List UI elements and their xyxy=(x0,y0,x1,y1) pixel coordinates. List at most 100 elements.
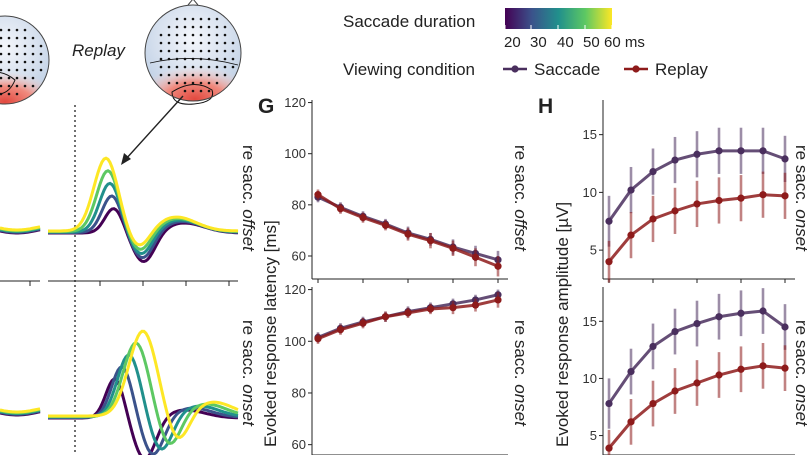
data-point xyxy=(381,313,390,321)
data-point xyxy=(605,258,613,266)
electrode-dot xyxy=(167,41,171,45)
electrode-dot xyxy=(207,81,211,85)
data-point xyxy=(426,305,435,313)
legend-key-replay xyxy=(624,65,648,73)
electrode-dot xyxy=(175,33,179,37)
data-point xyxy=(781,192,789,200)
svg-text:re sacc. offset: re sacc. offset xyxy=(511,145,530,252)
electrode-dot xyxy=(223,25,227,29)
strip-g-offset: re sacc. offset xyxy=(511,145,530,252)
waveform-bottom-left-60ms xyxy=(0,407,41,414)
electrode-dot xyxy=(223,73,227,77)
electrode-dot xyxy=(159,73,163,77)
colorbar-tick-30: 30 xyxy=(530,34,547,51)
electrode-dot xyxy=(31,84,35,88)
g-ylabel: Evoked response latency [ms] xyxy=(261,220,280,447)
data-point xyxy=(336,326,345,334)
data-point xyxy=(649,342,657,351)
electrode-dot xyxy=(0,76,3,80)
electrode-dot xyxy=(159,57,163,61)
electrode-dot xyxy=(23,52,27,56)
series-saccade xyxy=(605,127,789,247)
electrode-dot xyxy=(167,81,171,85)
electrode-dot xyxy=(215,25,219,29)
electrode-dot xyxy=(207,73,211,77)
waveform-top-left-60ms xyxy=(0,225,41,232)
electrode-dot xyxy=(0,60,3,64)
electrode-dot xyxy=(191,17,195,21)
electrode-dot xyxy=(183,41,187,45)
data-point xyxy=(359,319,367,327)
data-point xyxy=(737,147,745,155)
electrode-dot xyxy=(7,76,11,80)
y-tick-label: 100 xyxy=(284,334,306,349)
electrode-dot xyxy=(215,57,219,61)
electrode-dot xyxy=(231,41,235,45)
electrode-dot xyxy=(215,81,219,85)
electrode-dot xyxy=(183,17,187,21)
data-point xyxy=(737,309,745,317)
waveform-panel xyxy=(0,105,239,455)
electrode-dot xyxy=(199,89,203,93)
electrode-dot xyxy=(175,73,179,77)
legend-key-saccade xyxy=(503,65,527,73)
electrode-dot xyxy=(223,49,227,53)
data-point xyxy=(671,327,679,336)
data-point xyxy=(426,237,435,245)
electrode-dot xyxy=(0,36,3,40)
electrode-dot xyxy=(215,41,219,45)
electrode-dot xyxy=(207,49,211,53)
electrode-dot xyxy=(23,44,27,48)
electrode-dot xyxy=(15,76,19,80)
data-point xyxy=(715,196,723,205)
y-tick-label: 60 xyxy=(292,248,306,263)
data-point xyxy=(693,379,701,387)
legend-condition-title: Viewing condition xyxy=(343,60,475,79)
electrode-dot xyxy=(199,73,203,77)
legend-label-saccade: Saccade xyxy=(534,60,600,79)
data-point xyxy=(693,200,701,208)
electrode-dot xyxy=(7,52,11,56)
data-point xyxy=(759,362,767,370)
electrode-dot xyxy=(199,49,203,53)
electrode-dot xyxy=(7,44,11,48)
series-replay xyxy=(314,292,502,344)
electrode-dot xyxy=(183,89,187,93)
electrode-dot xyxy=(207,33,211,37)
electrode-dot xyxy=(31,36,35,40)
electrode-dot xyxy=(31,52,35,56)
strip-wave-onset: re sacc. onset xyxy=(239,320,258,427)
electrode-dot xyxy=(167,65,171,69)
electrode-dot xyxy=(191,49,195,53)
electrode-dot xyxy=(15,84,19,88)
electrode-dot xyxy=(0,52,3,56)
data-point xyxy=(627,231,635,239)
data-point xyxy=(759,307,767,315)
data-point xyxy=(627,418,635,426)
strip-h-onset-bottom: re sacc. onset xyxy=(792,320,808,427)
chart-panel-h-bottom: 5 10 15 xyxy=(583,287,795,455)
electrode-dot xyxy=(15,28,19,32)
data-point xyxy=(715,313,723,321)
electrode-dot xyxy=(183,49,187,53)
svg-text:re sacc. offset: re sacc. offset xyxy=(239,145,258,252)
electrode-dot xyxy=(207,41,211,45)
electrode-dot xyxy=(15,92,19,96)
svg-text:re sacc. onset: re sacc. onset xyxy=(792,145,808,252)
electrode-dot xyxy=(15,52,19,56)
panel-label-g: G xyxy=(258,95,274,118)
electrode-dot xyxy=(175,81,179,85)
electrode-dot xyxy=(191,81,195,85)
data-point xyxy=(693,150,701,158)
electrode-dot xyxy=(167,25,171,29)
electrode-dot xyxy=(159,41,163,45)
electrode-dot xyxy=(7,68,11,72)
electrode-dot xyxy=(31,44,35,48)
colorbar-tick-40: 40 xyxy=(557,34,574,51)
data-point xyxy=(605,444,613,452)
data-point xyxy=(693,319,701,328)
svg-text:Evoked response amplitude [µV]: Evoked response amplitude [µV] xyxy=(553,202,572,447)
electrode-dot xyxy=(191,65,195,69)
electrode-dot xyxy=(159,33,163,37)
panel-label-h: H xyxy=(538,95,553,118)
